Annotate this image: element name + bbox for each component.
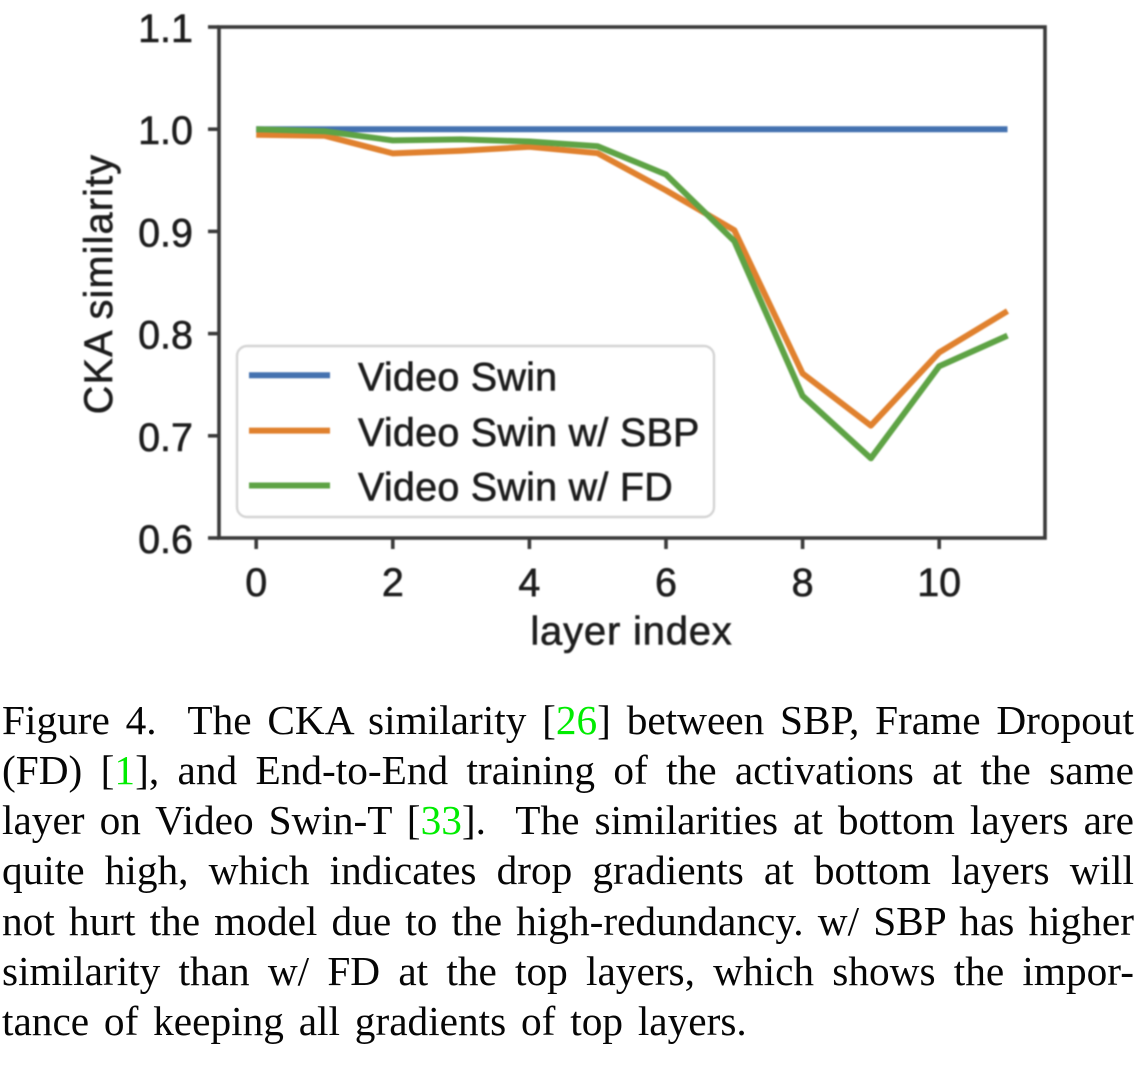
svg-text:1.1: 1.1: [138, 7, 193, 51]
svg-text:0.8: 0.8: [138, 314, 193, 358]
svg-text:6: 6: [655, 561, 677, 605]
svg-text:Video Swin w/ FD: Video Swin w/ FD: [358, 466, 673, 510]
svg-text:2: 2: [382, 561, 404, 605]
svg-text:layer index: layer index: [530, 610, 732, 654]
svg-text:Video Swin: Video Swin: [358, 356, 557, 400]
svg-text:0.9: 0.9: [138, 211, 193, 255]
svg-text:1.0: 1.0: [138, 109, 193, 153]
svg-text:4: 4: [518, 561, 540, 605]
svg-text:0.6: 0.6: [138, 518, 193, 562]
svg-text:Video Swin w/ SBP: Video Swin w/ SBP: [358, 411, 700, 455]
svg-text:CKA similarity: CKA similarity: [77, 154, 121, 414]
svg-text:0.7: 0.7: [138, 416, 193, 460]
svg-text:8: 8: [792, 561, 814, 605]
svg-text:10: 10: [917, 561, 961, 605]
svg-text:0: 0: [245, 561, 267, 605]
